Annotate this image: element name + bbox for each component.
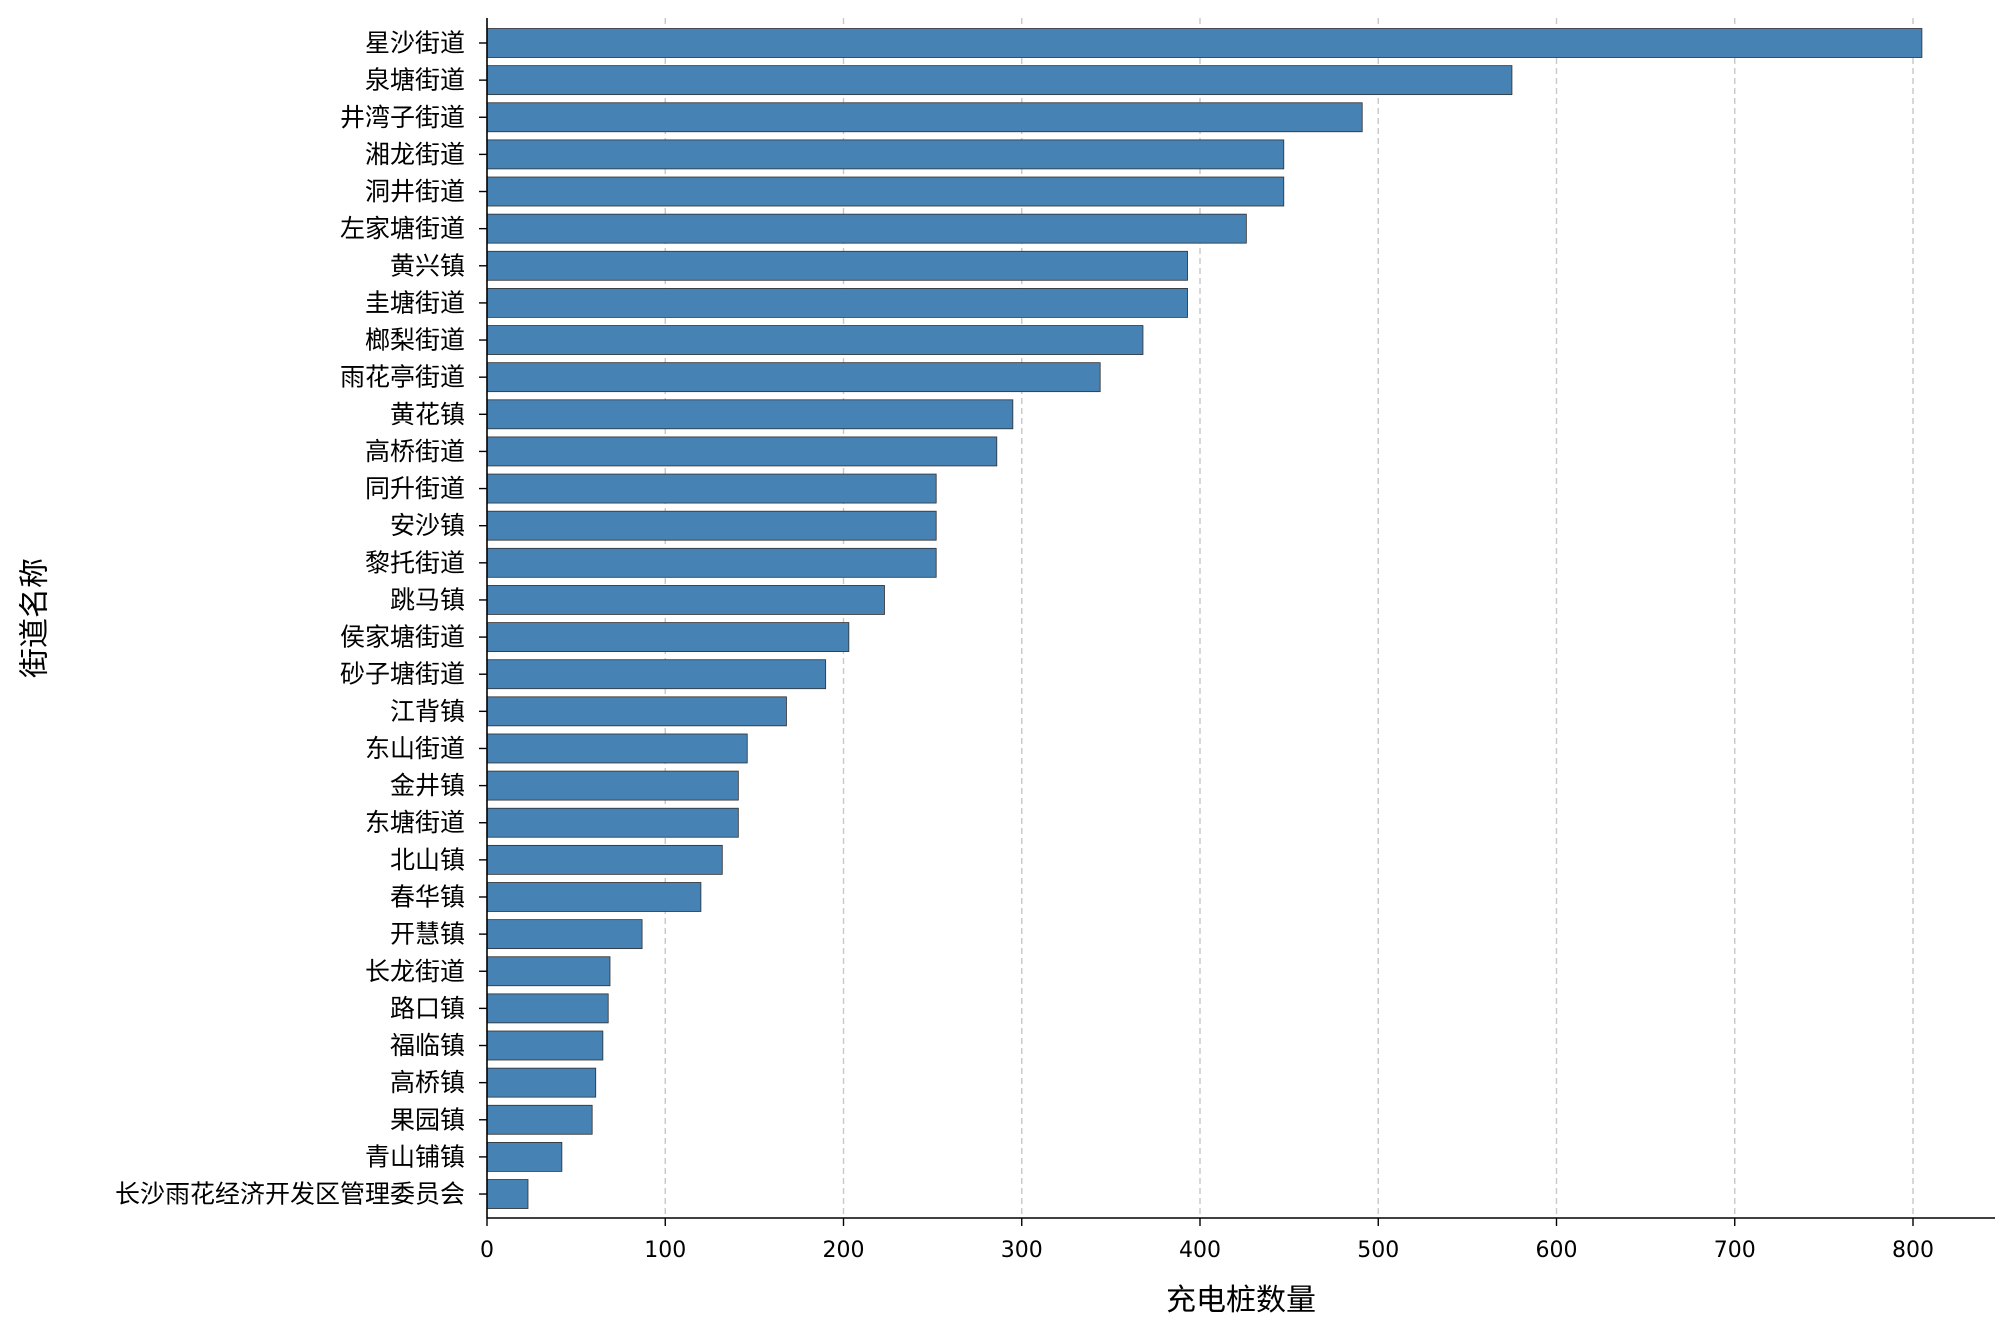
bar (486, 473, 937, 504)
y-axis-title: 街道名称 (18, 558, 53, 678)
y-tick-label: 圭塘街道 (365, 288, 465, 317)
bar (486, 659, 827, 690)
y-tick-label: 长沙雨花经济开发区管理委员会 (115, 1180, 465, 1209)
y-tick-label: 东山街道 (365, 734, 465, 763)
bar (486, 770, 739, 801)
bar (486, 1142, 563, 1172)
bar (486, 1067, 597, 1098)
y-tick-label: 长龙街道 (365, 957, 465, 986)
y-tick-label: 黎托街道 (365, 548, 465, 577)
y-tick-label: 侯家塘街道 (340, 623, 465, 652)
y-tick-label: 开慧镇 (390, 920, 465, 949)
y-tick-label: 井湾子街道 (340, 103, 465, 132)
bar (486, 807, 739, 838)
y-tick-label: 洞井街道 (365, 177, 465, 206)
bar (486, 436, 998, 467)
y-tick-label: 春华镇 (390, 882, 465, 911)
y-tick-label: 湘龙街道 (365, 140, 465, 169)
bar (486, 956, 611, 987)
bar (486, 102, 1363, 133)
axes (486, 18, 1995, 1219)
y-tick-label: 跳马镇 (390, 585, 465, 614)
bar (486, 213, 1247, 244)
y-ticks: 星沙街道泉塘街道井湾子街道湘龙街道洞井街道左家塘街道黄兴镇圭塘街道榔梨街道雨花亭… (115, 29, 487, 1209)
x-tick-label: 0 (480, 1238, 494, 1263)
y-tick-label: 果园镇 (390, 1105, 465, 1134)
bar (486, 1104, 593, 1135)
y-tick-label: 泉塘街道 (365, 66, 465, 95)
y-tick-label: 青山铺镇 (365, 1142, 465, 1171)
y-tick-label: 金井镇 (390, 771, 465, 800)
y-tick-label: 江背镇 (390, 697, 465, 726)
x-tick-label: 100 (644, 1238, 686, 1263)
y-tick-label: 东塘街道 (365, 808, 465, 837)
y-tick-label: 榔梨街道 (365, 326, 465, 355)
bar (486, 325, 1144, 355)
y-tick-label: 星沙街道 (365, 29, 465, 58)
bar (486, 65, 1513, 96)
x-tick-label: 300 (1001, 1238, 1043, 1263)
bar (486, 362, 1101, 393)
bar (486, 696, 787, 727)
y-tick-label: 黄兴镇 (390, 251, 465, 280)
x-tick-label: 400 (1179, 1238, 1221, 1263)
y-tick-label: 北山镇 (390, 845, 465, 874)
bar (486, 919, 643, 950)
x-axis-title: 充电桩数量 (1166, 1283, 1316, 1318)
y-tick-label: 同升街道 (365, 474, 465, 503)
bars (486, 28, 1923, 1209)
bar (486, 882, 702, 912)
bar (486, 250, 1188, 281)
x-tick-label: 200 (823, 1238, 865, 1263)
y-tick-label: 高桥街道 (365, 437, 465, 466)
y-tick-label: 黄花镇 (390, 400, 465, 429)
y-tick-label: 路口镇 (390, 994, 465, 1023)
y-tick-label: 福临镇 (390, 1031, 465, 1060)
bar (486, 510, 937, 541)
y-tick-label: 砂子塘街道 (340, 660, 465, 689)
y-tick-label: 高桥镇 (390, 1068, 465, 1097)
bar (486, 1030, 604, 1061)
bar (486, 733, 748, 764)
bar (486, 993, 609, 1024)
bar (486, 139, 1285, 170)
bar (486, 28, 1923, 58)
bar (486, 399, 1014, 430)
bar (486, 176, 1285, 207)
x-ticks: 0 100 200 300 400 500 600 700 800 (480, 1218, 1934, 1263)
y-tick-label: 左家塘街道 (340, 214, 465, 243)
bar (486, 288, 1188, 318)
bar (486, 547, 937, 578)
bar (486, 585, 885, 615)
bar (486, 1179, 529, 1209)
y-tick-label: 雨花亭街道 (340, 363, 465, 392)
x-tick-label: 700 (1714, 1238, 1756, 1263)
x-tick-label: 500 (1357, 1238, 1399, 1263)
x-tick-label: 600 (1536, 1238, 1578, 1263)
y-tick-label: 安沙镇 (390, 511, 465, 540)
bar (486, 622, 850, 652)
x-tick-label: 800 (1892, 1238, 1934, 1263)
bar (486, 844, 723, 875)
